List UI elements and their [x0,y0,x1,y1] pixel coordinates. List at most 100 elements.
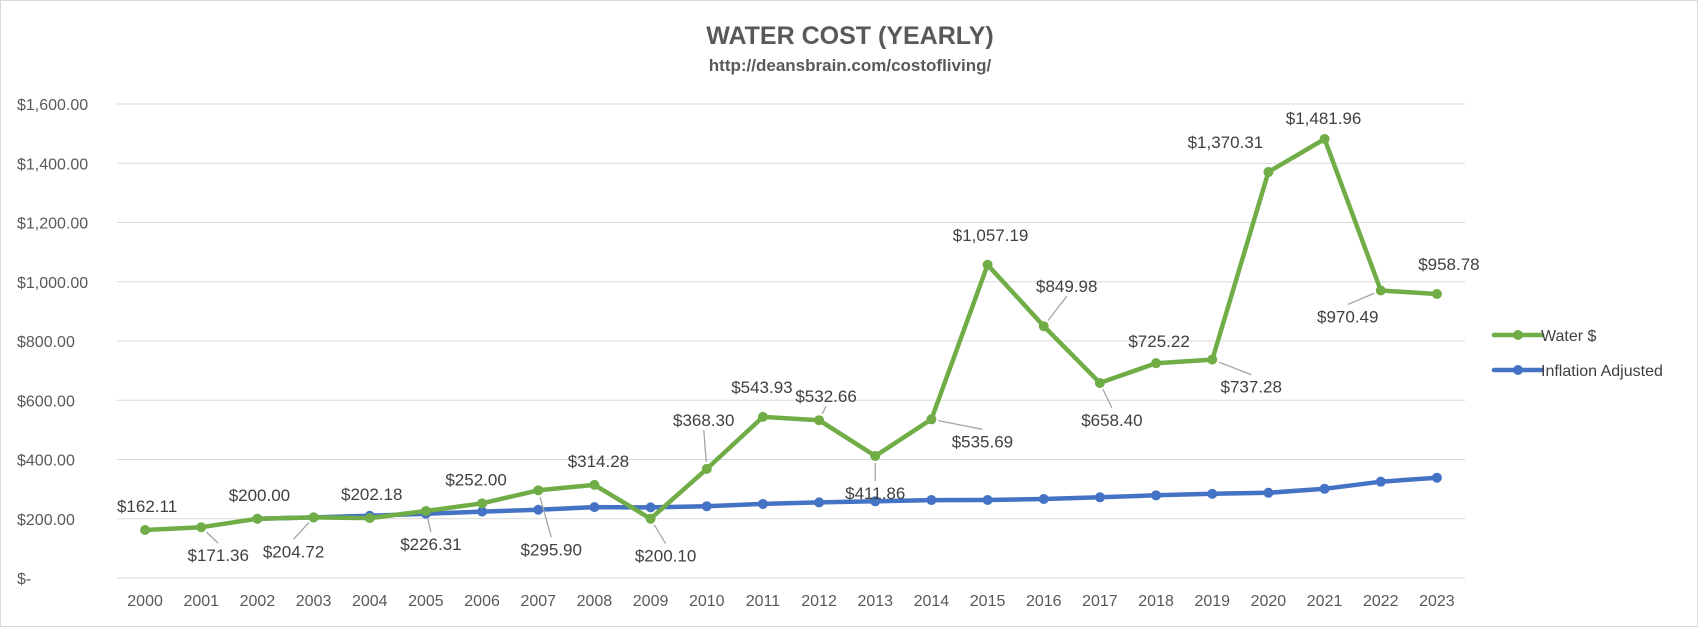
water-data-label-2023: $958.78 [1418,255,1479,274]
x-tick-label: 2022 [1363,593,1399,610]
inflation-point-2011 [757,498,768,509]
water-data-label-2002: $200.00 [229,486,290,505]
legend-swatch-marker [1513,365,1523,375]
water-point-2014 [926,414,937,425]
water-data-label-2003: $204.72 [263,542,324,561]
chart-subtitle: http://deansbrain.com/costofliving/ [709,56,992,75]
inflation-point-2019 [1207,488,1218,499]
x-tick-label: 2010 [689,593,725,610]
leader-line [653,524,667,545]
inflation-point-2010 [701,501,712,512]
x-tick-label: 2023 [1419,593,1455,610]
chart-title: WATER COST (YEARLY) [706,22,994,50]
x-tick-label: 2021 [1307,593,1343,610]
water-data-label-2005: $226.31 [400,535,461,554]
water-point-2004 [364,513,375,524]
x-tick-label: 2018 [1138,593,1174,610]
y-tick-label: $1,600.00 [17,97,88,114]
inflation-point-2016 [1038,493,1049,504]
inflation-point-2023 [1431,472,1442,483]
data-labels: $162.11 $171.36 $200.00 $204.72 $202.18 $226.… [117,109,1480,566]
x-tick-label: 2016 [1026,593,1062,610]
water-data-label-2018: $725.22 [1128,332,1189,351]
water-point-2009 [645,513,656,524]
leader-line [205,531,219,544]
water-point-2010 [701,463,712,474]
x-tick-label: 2009 [633,593,669,610]
water-data-label-2019: $737.28 [1221,378,1282,397]
legend-label-water: Water $ [1541,328,1597,345]
series-line-inflation-adjusted [255,475,1440,522]
water-point-2003 [308,512,319,523]
inflation-point-2009 [645,502,656,513]
x-tick-label: 2012 [801,593,837,610]
x-tick-label: 2006 [464,593,500,610]
leader-line [1102,388,1113,409]
x-tick-label: 2000 [127,593,163,610]
inflation-point-2020 [1263,487,1274,498]
y-tick-label: $200.00 [17,512,75,529]
water-point-2015 [982,259,993,270]
leader-line [1047,295,1068,322]
inflation-point-2021 [1319,483,1330,494]
water-point-2020 [1263,167,1274,178]
water-point-2011 [757,411,768,422]
water-point-2008 [589,479,600,490]
water-data-label-2014: $535.69 [952,432,1013,451]
water-data-label-2007: $295.90 [521,540,582,559]
water-point-2022 [1375,285,1386,296]
water-data-label-2020: $1,370.31 [1188,133,1264,152]
inflation-point-2006 [477,506,488,517]
x-tick-label: 2019 [1194,593,1230,610]
x-tick-label: 2011 [746,593,781,610]
water-data-label-2011: $543.93 [731,378,792,397]
water-data-label-2022: $970.49 [1317,307,1378,326]
leader-line [938,420,983,430]
inflation-point-2007 [533,504,544,515]
legend-swatch-marker [1513,330,1523,340]
water-point-2017 [1094,377,1105,388]
x-tick-label: 2017 [1082,593,1118,610]
x-tick-label: 2003 [296,593,332,610]
water-data-label-2013: $411.86 [845,484,905,503]
water-point-2021 [1319,133,1330,144]
water-data-label-2016: $849.98 [1036,277,1097,296]
leader-line [821,405,827,415]
inflation-point-2017 [1094,492,1105,503]
water-data-label-2017: $658.40 [1081,411,1142,430]
data-label-leaders [205,292,1375,545]
water-point-2023 [1431,288,1442,299]
series-line-water [142,136,1440,533]
water-data-label-2010: $368.30 [673,411,734,430]
x-tick-label: 2001 [183,593,219,610]
water-point-2018 [1151,358,1162,369]
leader-line [1218,361,1252,376]
inflation-point-2013 [870,496,881,507]
leader-line [1347,292,1375,306]
water-data-label-2000: $162.11 [117,497,177,516]
inflation-point-2014 [926,495,937,506]
water-data-label-2008: $314.28 [568,452,629,471]
water-data-label-2001: $171.36 [188,546,249,565]
x-tick-label: 2015 [970,593,1006,610]
water-point-2013 [870,450,881,461]
inflation-point-2018 [1151,490,1162,501]
x-tick-label: 2020 [1251,593,1287,610]
water-point-2000 [140,524,151,535]
water-point-2005 [420,505,431,516]
y-tick-label: $800.00 [17,334,75,351]
water-data-label-2015: $1,057.19 [953,226,1029,245]
x-tick-label: 2008 [577,593,613,610]
x-tick-label: 2014 [914,593,950,610]
leader-line [703,429,707,462]
inflation-point-2008 [589,502,600,513]
series-lines [140,133,1442,535]
water-point-2019 [1207,354,1218,365]
water-data-label-2004: $202.18 [341,485,402,504]
inflation-point-2012 [814,497,825,508]
y-tick-label: $- [17,571,31,588]
x-tick-label: 2004 [352,593,388,610]
water-point-2002 [252,513,263,524]
x-tick-label: 2002 [240,593,276,610]
